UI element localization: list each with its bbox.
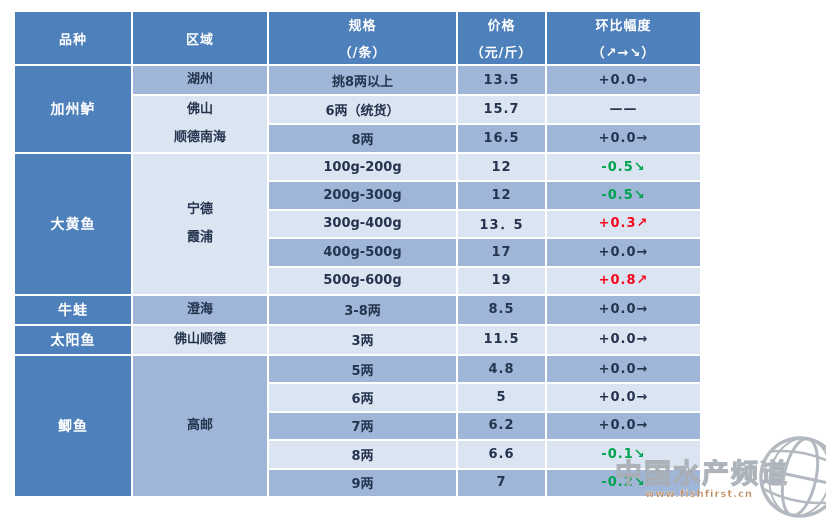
- price-cell: 17: [456, 237, 547, 268]
- header-spec-label: 规格: [348, 19, 377, 34]
- price-cell: 19: [456, 265, 547, 296]
- header-price: 价格 （元/斤）: [456, 10, 547, 66]
- price-cell: 13.5: [456, 64, 547, 96]
- table-row: 7两 6.2 +0.0→: [14, 410, 702, 442]
- header-change-arrows: （↗→↘）: [591, 46, 656, 61]
- spec-cell: 300g-400g: [267, 208, 458, 240]
- region-label-line: 佛山顺德: [173, 331, 226, 347]
- table-header: 品种 区域 规格 （/条） 价格 （元/斤） 环比幅度 （↗→↘）: [13, 10, 702, 66]
- variety-cell: 牛蛙: [13, 293, 133, 326]
- spec-cell: 9两: [267, 467, 458, 498]
- spec-cell: 3两: [267, 323, 458, 356]
- table-row: 8两 16.5 +0.0→: [14, 123, 702, 154]
- change-cell: -0.1↘: [545, 439, 702, 470]
- price-table: 品种 区域 规格 （/条） 价格 （元/斤） 环比幅度 （↗→↘） 加州鲈 湖州 挑…: [13, 10, 702, 498]
- table-row: 500g-600g 19 +0.8↗: [14, 265, 702, 296]
- header-price-label: 价格: [487, 19, 516, 34]
- price-cell: 6.6: [456, 439, 547, 470]
- region-label-line: 澄海: [186, 301, 213, 317]
- change-cell: +0.8↗: [545, 265, 702, 296]
- spec-cell: 7两: [267, 410, 458, 442]
- variety-cell: 太阳鱼: [13, 323, 133, 356]
- variety-cell: 大黄鱼: [13, 152, 133, 296]
- table-row: 佛山 顺德南海 6两（统货） 15.7 ——: [14, 94, 702, 154]
- header-change-label: 环比幅度: [595, 19, 652, 34]
- region-cell: 佛山 顺德南海: [131, 94, 269, 154]
- table-row: 6两 5 +0.0→: [14, 382, 702, 413]
- region-cell: 澄海: [131, 293, 269, 326]
- price-cell: 15.7: [456, 94, 547, 125]
- spec-cell: 500g-600g: [267, 265, 458, 296]
- region-cell: 高邮: [131, 353, 269, 498]
- region-label-line: 湖州: [186, 72, 213, 87]
- spec-cell: 3-8两: [267, 293, 458, 326]
- change-cell: +0.0→: [545, 293, 702, 326]
- spec-cell: 5两: [267, 353, 458, 385]
- price-cell: 8.5: [456, 293, 547, 326]
- price-cell: 13．5: [456, 208, 547, 240]
- change-cell: +0.0→: [545, 323, 702, 356]
- region-label-line: 佛山: [186, 102, 213, 117]
- spec-cell: 8两: [267, 123, 458, 154]
- page: { "colors": { "header_bg": "#4e80bc", "h…: [13, 10, 826, 518]
- table-row: 牛蛙 澄海 3-8两 8.5 +0.0→: [13, 293, 702, 326]
- change-cell: +0.0→: [545, 382, 702, 413]
- change-cell: -0.2↘: [545, 467, 702, 498]
- change-cell: ——: [545, 94, 702, 125]
- table-body: 加州鲈 湖州 挑8两以上 13.5 +0.0→ 佛山 顺德南海 6两（统货） 15.7 —— 8两 1…: [13, 64, 702, 498]
- variety-cell: 鲫鱼: [13, 353, 133, 498]
- price-cell: 6.2: [456, 410, 547, 442]
- header-spec: 规格 （/条）: [267, 10, 458, 66]
- region-cell: 湖州: [131, 64, 269, 96]
- table-row: 太阳鱼 佛山顺德 3两 11.5 +0.0→: [13, 323, 702, 356]
- change-cell: +0.0→: [545, 353, 702, 385]
- table-row: 9两 7 -0.2↘: [14, 467, 702, 498]
- price-cell: 16.5: [456, 123, 547, 154]
- change-cell: +0.0→: [545, 123, 702, 154]
- price-cell: 4.8: [456, 353, 547, 385]
- spec-cell: 8两: [267, 439, 458, 470]
- change-cell: -0.5↘: [545, 180, 702, 211]
- price-cell: 7: [456, 467, 547, 498]
- region-label-line: 顺德南海: [173, 130, 226, 145]
- header-variety: 品种: [13, 10, 133, 66]
- region-label-line: 霞浦: [186, 229, 213, 245]
- table-row: 大黄鱼 宁德 霞浦 100g-200g 12 -0.5↘: [13, 151, 702, 296]
- change-cell: +0.0→: [545, 410, 702, 442]
- globe-icon: [759, 436, 826, 518]
- spec-cell: 200g-300g: [267, 180, 458, 211]
- header-region: 区域: [131, 10, 269, 66]
- change-cell: +0.0→: [545, 64, 702, 96]
- spec-cell: 400g-500g: [267, 237, 458, 268]
- change-cell: -0.5↘: [545, 151, 702, 183]
- price-cell: 12: [456, 180, 547, 211]
- spec-cell: 6两: [267, 382, 458, 413]
- change-cell: +0.3↗: [545, 208, 702, 240]
- header-change: 环比幅度 （↗→↘）: [545, 10, 702, 66]
- price-cell: 12: [456, 151, 547, 183]
- price-cell: 5: [456, 382, 547, 413]
- variety-cell: 加州鲈: [13, 64, 133, 154]
- change-cell: +0.0→: [545, 237, 702, 268]
- spec-cell: 100g-200g: [267, 151, 458, 183]
- spec-cell: 6两（统货）: [267, 94, 458, 125]
- header-region-label: 区域: [185, 32, 214, 48]
- spec-cell: 挑8两以上: [267, 64, 458, 96]
- table-row: 300g-400g 13．5 +0.3↗: [14, 208, 702, 240]
- region-label-line: 宁德: [186, 201, 213, 217]
- region-label-line: 高邮: [186, 417, 213, 433]
- table-row: 加州鲈 湖州 挑8两以上 13.5 +0.0→: [13, 64, 702, 154]
- region-cell: 佛山顺德: [131, 323, 269, 356]
- region-cell: 宁德 霞浦: [131, 152, 269, 296]
- header-variety-label: 品种: [58, 32, 87, 48]
- header-spec-unit: （/条）: [338, 46, 387, 61]
- table-row: 鲫鱼 高邮 5两 4.8 +0.0→: [13, 353, 702, 498]
- header-row: 品种 区域 规格 （/条） 价格 （元/斤） 环比幅度 （↗→↘）: [13, 10, 702, 66]
- header-price-unit: （元/斤）: [470, 46, 533, 61]
- price-cell: 11.5: [456, 323, 547, 356]
- table-row: 200g-300g 12 -0.5↘: [14, 180, 702, 211]
- table-row: 8两 6.6 -0.1↘: [14, 439, 702, 470]
- table-row: 400g-500g 17 +0.0→: [14, 237, 702, 268]
